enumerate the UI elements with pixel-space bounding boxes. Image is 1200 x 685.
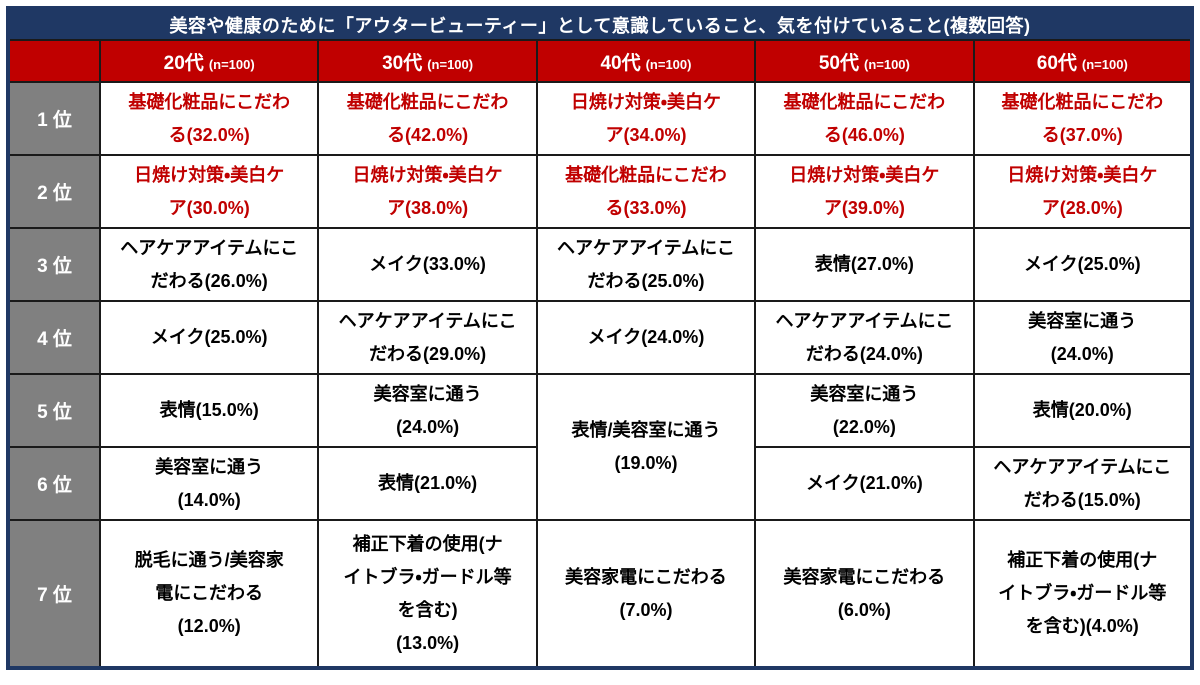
data-cell: 美容室に通う (14.0%) (98, 446, 320, 521)
rank-cell: 2 位 (7, 154, 101, 229)
data-cell: ヘアケアアイテムにこ だわる(15.0%) (972, 446, 1194, 521)
age-group-label: 50代 (818, 52, 859, 74)
rank-cell: 1 位 (7, 81, 101, 156)
data-cell: 基礎化粧品にこだわ る(37.0%) (972, 81, 1194, 156)
data-cell: メイク(25.0%) (98, 300, 320, 375)
rank-cell: 7 位 (7, 519, 101, 669)
table-title: 美容や健康のために「アウタービューティー」として意識していること、気を付けている… (7, 7, 1193, 41)
column-header-20s: 20代 (n=100) (98, 39, 320, 83)
data-cell: 補正下着の使用(ナ イトブラ・ガードル等 を含む)(4.0%) (972, 519, 1194, 669)
data-cell: 美容家電にこだわる (7.0%) (535, 519, 757, 669)
survey-ranking-table: 美容や健康のために「アウタービューティー」として意識していること、気を付けている… (6, 6, 1194, 670)
sample-size-label: (n=100) (427, 56, 474, 72)
data-cell: 基礎化粧品にこだわ る(32.0%) (98, 81, 320, 156)
data-cell: 日焼け対策・美白ケ ア(34.0%) (535, 81, 757, 156)
age-group-label: 60代 (1036, 52, 1077, 74)
table-row-rank2: 2 位 日焼け対策・美白ケ ア(30.0%) 日焼け対策・美白ケ ア(38.0%… (7, 154, 1194, 229)
rank-cell: 4 位 (7, 300, 101, 375)
data-cell: 基礎化粧品にこだわ る(33.0%) (535, 154, 757, 229)
data-cell: 美容室に通う (22.0%) (754, 373, 975, 448)
data-cell: 表情(27.0%) (754, 227, 975, 302)
table-row-rank1: 1 位 基礎化粧品にこだわ る(32.0%) 基礎化粧品にこだわ る(42.0%… (7, 81, 1194, 156)
table-row-rank5: 5 位 表情(15.0%) 美容室に通う (24.0%) 表情/美容室に通う (… (7, 373, 1194, 521)
data-cell: ヘアケアアイテムにこ だわる(26.0%) (98, 227, 320, 302)
title-row: 美容や健康のために「アウタービューティー」として意識していること、気を付けている… (7, 7, 1193, 41)
data-cell: ヘアケアアイテムにこ だわる(24.0%) (754, 300, 975, 375)
column-header-40s: 40代 (n=100) (535, 39, 757, 83)
sample-size-label: (n=100) (863, 56, 910, 72)
table-row-rank6: 6 位 美容室に通う (14.0%) 表情(21.0%) メイク(21.0%) … (7, 446, 1194, 521)
column-header-50s: 50代 (n=100) (754, 39, 975, 83)
data-cell: メイク(25.0%) (972, 227, 1194, 302)
data-cell: 脱毛に通う/美容家 電にこだわる (12.0%) (98, 519, 320, 669)
data-cell: 美容家電にこだわる (6.0%) (754, 519, 975, 669)
data-cell: 基礎化粧品にこだわ る(42.0%) (317, 81, 538, 156)
rank-cell: 5 位 (7, 373, 101, 448)
age-group-label: 20代 (163, 52, 204, 74)
data-cell: メイク(33.0%) (317, 227, 538, 302)
table-row-rank3: 3 位 ヘアケアアイテムにこ だわる(26.0%) メイク(33.0%) ヘアケ… (7, 227, 1194, 302)
table-row-rank4: 4 位 メイク(25.0%) ヘアケアアイテムにこ だわる(29.0%) メイク… (7, 300, 1194, 375)
age-group-label: 40代 (600, 52, 641, 74)
data-cell: メイク(21.0%) (754, 446, 975, 521)
column-header-60s: 60代 (n=100) (972, 39, 1194, 83)
sample-size-label: (n=100) (1081, 56, 1128, 72)
data-cell: 日焼け対策・美白ケ ア(38.0%) (317, 154, 538, 229)
data-cell: 美容室に通う (24.0%) (972, 300, 1194, 375)
sample-size-label: (n=100) (208, 56, 255, 72)
data-cell: 日焼け対策・美白ケ ア(30.0%) (98, 154, 320, 229)
data-cell: 表情(21.0%) (317, 446, 538, 521)
data-cell: 補正下着の使用(ナ イトブラ・ガードル等 を含む) (13.0%) (317, 519, 538, 669)
data-cell: ヘアケアアイテムにこ だわる(25.0%) (535, 227, 757, 302)
data-cell: 基礎化粧品にこだわ る(46.0%) (754, 81, 975, 156)
table-row-rank7: 7 位 脱毛に通う/美容家 電にこだわる (12.0%) 補正下着の使用(ナ イ… (7, 519, 1194, 669)
data-cell: 表情(15.0%) (98, 373, 320, 448)
data-cell: 美容室に通う (24.0%) (317, 373, 538, 448)
data-cell: ヘアケアアイテムにこ だわる(29.0%) (317, 300, 538, 375)
corner-cell (7, 39, 101, 83)
data-cell-merged-rank5-6: 表情/美容室に通う (19.0%) (535, 373, 757, 521)
header-row: 20代 (n=100) 30代 (n=100) 40代 (n=100) 50代 (n=1… (7, 39, 1194, 83)
data-cell: メイク(24.0%) (535, 300, 757, 375)
age-group-label: 30代 (382, 52, 423, 74)
data-cell: 日焼け対策・美白ケ ア(39.0%) (754, 154, 975, 229)
data-cell: 日焼け対策・美白ケ ア(28.0%) (972, 154, 1194, 229)
rank-cell: 3 位 (7, 227, 101, 302)
data-cell: 表情(20.0%) (972, 373, 1194, 448)
rank-cell: 6 位 (7, 446, 101, 521)
column-header-30s: 30代 (n=100) (317, 39, 538, 83)
sample-size-label: (n=100) (645, 56, 692, 72)
